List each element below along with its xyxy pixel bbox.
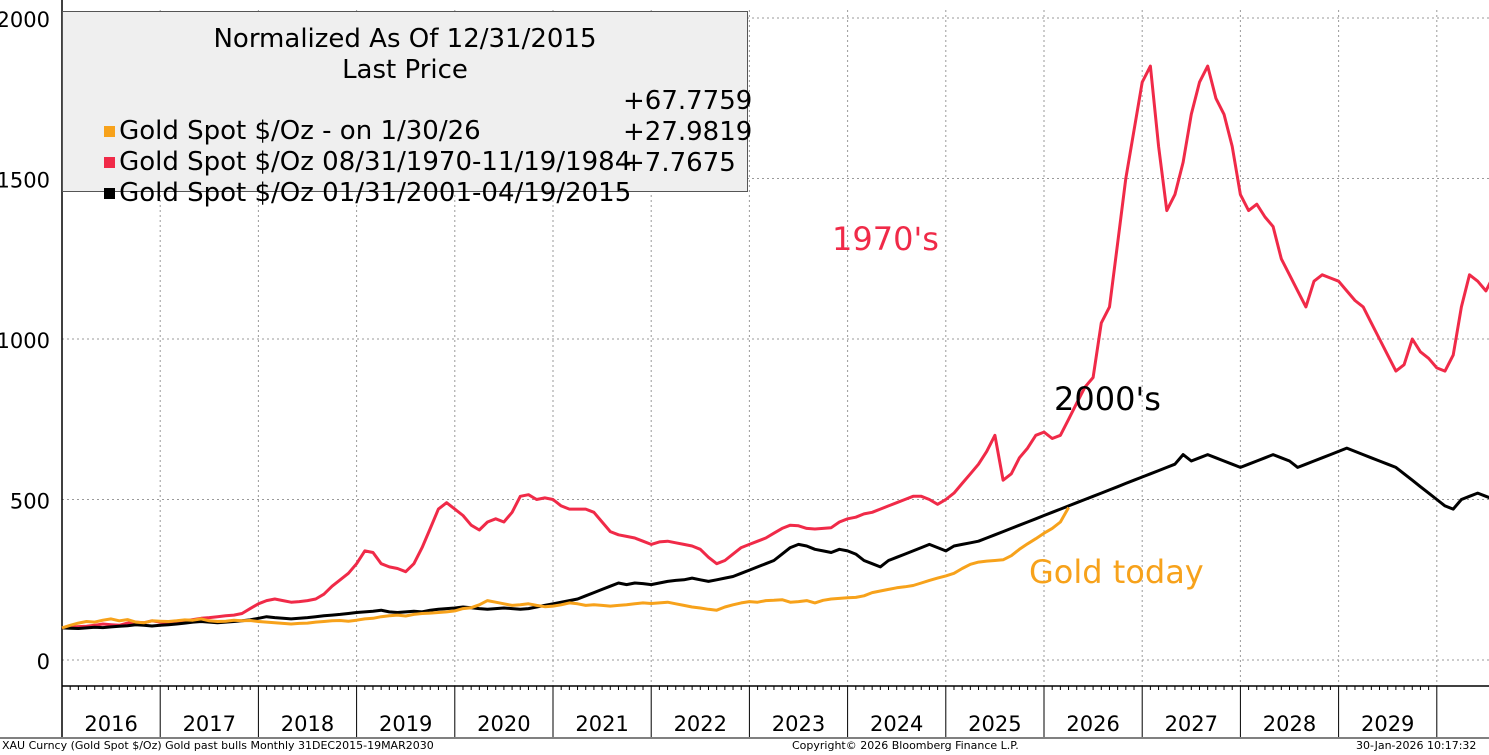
legend: Normalized As Of 12/31/2015 Last Price G… (62, 11, 752, 208)
x-tick-label: 2024 (870, 712, 923, 736)
chart-title: Normalized As Of 12/31/2015 (213, 24, 597, 54)
y-tick-label: 500 (10, 490, 50, 514)
x-tick-label: 2016 (84, 712, 137, 736)
chart-subtitle: Last Price (342, 55, 468, 85)
legend-entry-gold-today: Gold Spot $/Oz - on 1/30/26 +67.7759 (71, 86, 752, 146)
footer-copyright: Copyright© 2026 Bloomberg Finance L.P. (792, 739, 1019, 752)
x-tick-label: 2017 (183, 712, 236, 736)
x-tick-label: 2021 (575, 712, 628, 736)
legend-value: +7.7675 (623, 148, 736, 178)
series-line-0 (61, 506, 1070, 630)
x-tick-label: 2023 (772, 712, 825, 736)
legend-label: Gold Spot $/Oz 01/31/2001-04/19/2015 (119, 178, 632, 208)
x-tick-label: 2026 (1066, 712, 1119, 736)
annotation-2000s: 2000's (1054, 380, 1161, 418)
x-tick-label: 2028 (1263, 712, 1316, 736)
legend-label: Gold Spot $/Oz - on 1/30/26 (119, 116, 481, 146)
legend-entry-1970s: Gold Spot $/Oz 08/31/1970-11/19/1984 +27… (71, 117, 752, 177)
footer-timestamp: 30-Jan-2026 10:17:32 (1356, 739, 1477, 752)
x-tick-label: 2029 (1361, 712, 1414, 736)
x-tick-label: 2020 (477, 712, 530, 736)
legend-value: +27.9819 (623, 117, 753, 147)
x-tick-label: 2018 (281, 712, 334, 736)
legend-value: +67.7759 (623, 86, 753, 116)
y-tick-label: 0 (37, 650, 50, 674)
legend-swatch-icon (104, 157, 116, 168)
footer-source: XAU Curncy (Gold Spot $/Oz) Gold past bu… (2, 739, 434, 752)
x-tick-label: 2027 (1165, 712, 1218, 736)
y-tick-label: 1000 (0, 329, 50, 353)
legend-entry-2000s: Gold Spot $/Oz 01/31/2001-04/19/2015 +7.… (71, 148, 739, 208)
series-line-1 (61, 64, 1489, 630)
y-tick-label: 2000 (0, 8, 50, 32)
x-tick-label: 2022 (674, 712, 727, 736)
legend-swatch-icon (104, 188, 116, 199)
annotation-1970s: 1970's (832, 220, 939, 258)
legend-label: Gold Spot $/Oz 08/31/1970-11/19/1984 (119, 147, 632, 177)
x-tick-label: 2019 (379, 712, 432, 736)
series-line-2 (61, 446, 1489, 630)
axes: 0 500 1000 1500 2000 2016 2017 2018 2019 2020 2021… (0, 0, 1489, 739)
y-tick-label: 1500 (0, 169, 50, 193)
annotation-gold-today: Gold today (1029, 553, 1204, 591)
series-group (61, 64, 1489, 630)
legend-swatch-icon (104, 126, 116, 137)
x-tick-label: 2025 (968, 712, 1021, 736)
